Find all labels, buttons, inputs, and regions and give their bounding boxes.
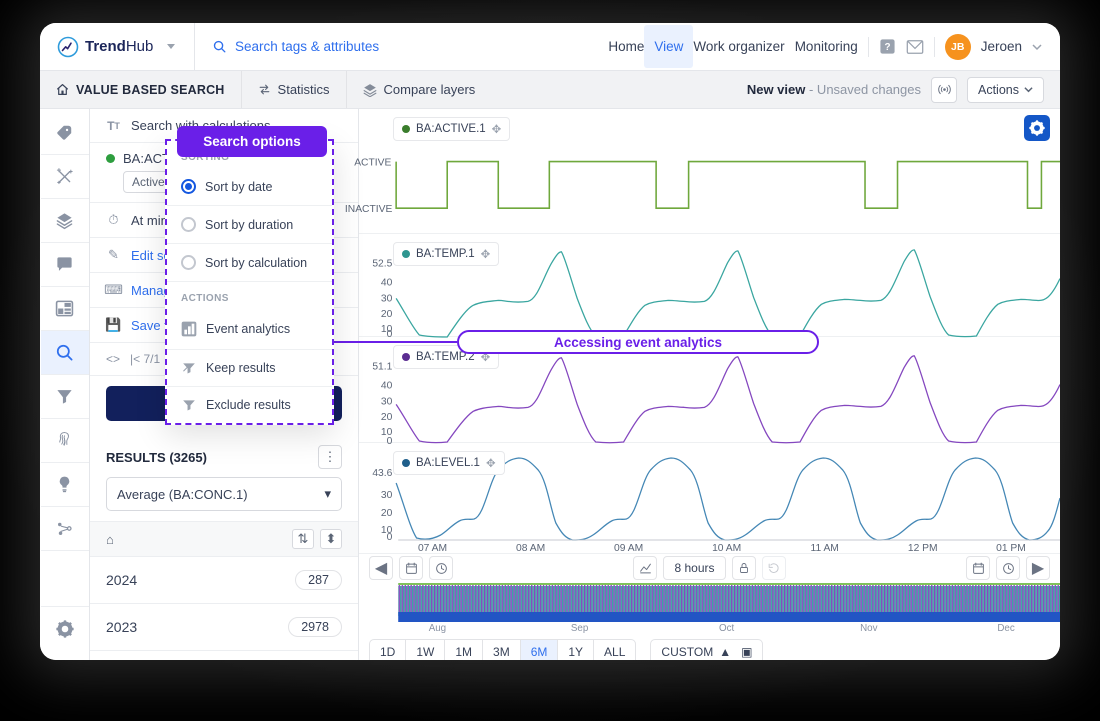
svg-text:08 AM: 08 AM xyxy=(516,543,545,554)
svg-text:Nov: Nov xyxy=(860,623,877,634)
svg-text:10 AM: 10 AM xyxy=(712,543,741,554)
svg-text:20: 20 xyxy=(381,309,393,320)
svg-text:20: 20 xyxy=(381,412,393,423)
svg-text:INACTIVE: INACTIVE xyxy=(345,204,393,215)
svg-text:07 AM: 07 AM xyxy=(418,543,447,554)
svg-text:43.6: 43.6 xyxy=(372,468,392,479)
svg-text:ACTIVE: ACTIVE xyxy=(354,157,391,168)
svg-text:Aug: Aug xyxy=(429,623,446,634)
svg-text:01 PM: 01 PM xyxy=(996,543,1026,554)
svg-text:11 AM: 11 AM xyxy=(811,543,839,554)
svg-text:Sep: Sep xyxy=(571,623,589,634)
svg-text:12 PM: 12 PM xyxy=(908,543,938,554)
svg-text:30: 30 xyxy=(381,490,393,501)
svg-text:?: ? xyxy=(884,42,890,53)
svg-text:09 AM: 09 AM xyxy=(614,543,643,554)
svg-text:30: 30 xyxy=(381,293,393,304)
svg-text:20: 20 xyxy=(381,508,393,519)
svg-text:40: 40 xyxy=(381,277,393,288)
svg-text:40: 40 xyxy=(381,380,393,391)
svg-text:0: 0 xyxy=(387,532,393,543)
svg-text:Dec: Dec xyxy=(997,623,1014,634)
svg-text:51.1: 51.1 xyxy=(372,362,392,373)
svg-text:Oct: Oct xyxy=(719,623,734,634)
svg-text:52.5: 52.5 xyxy=(372,259,392,270)
svg-text:30: 30 xyxy=(381,396,393,407)
